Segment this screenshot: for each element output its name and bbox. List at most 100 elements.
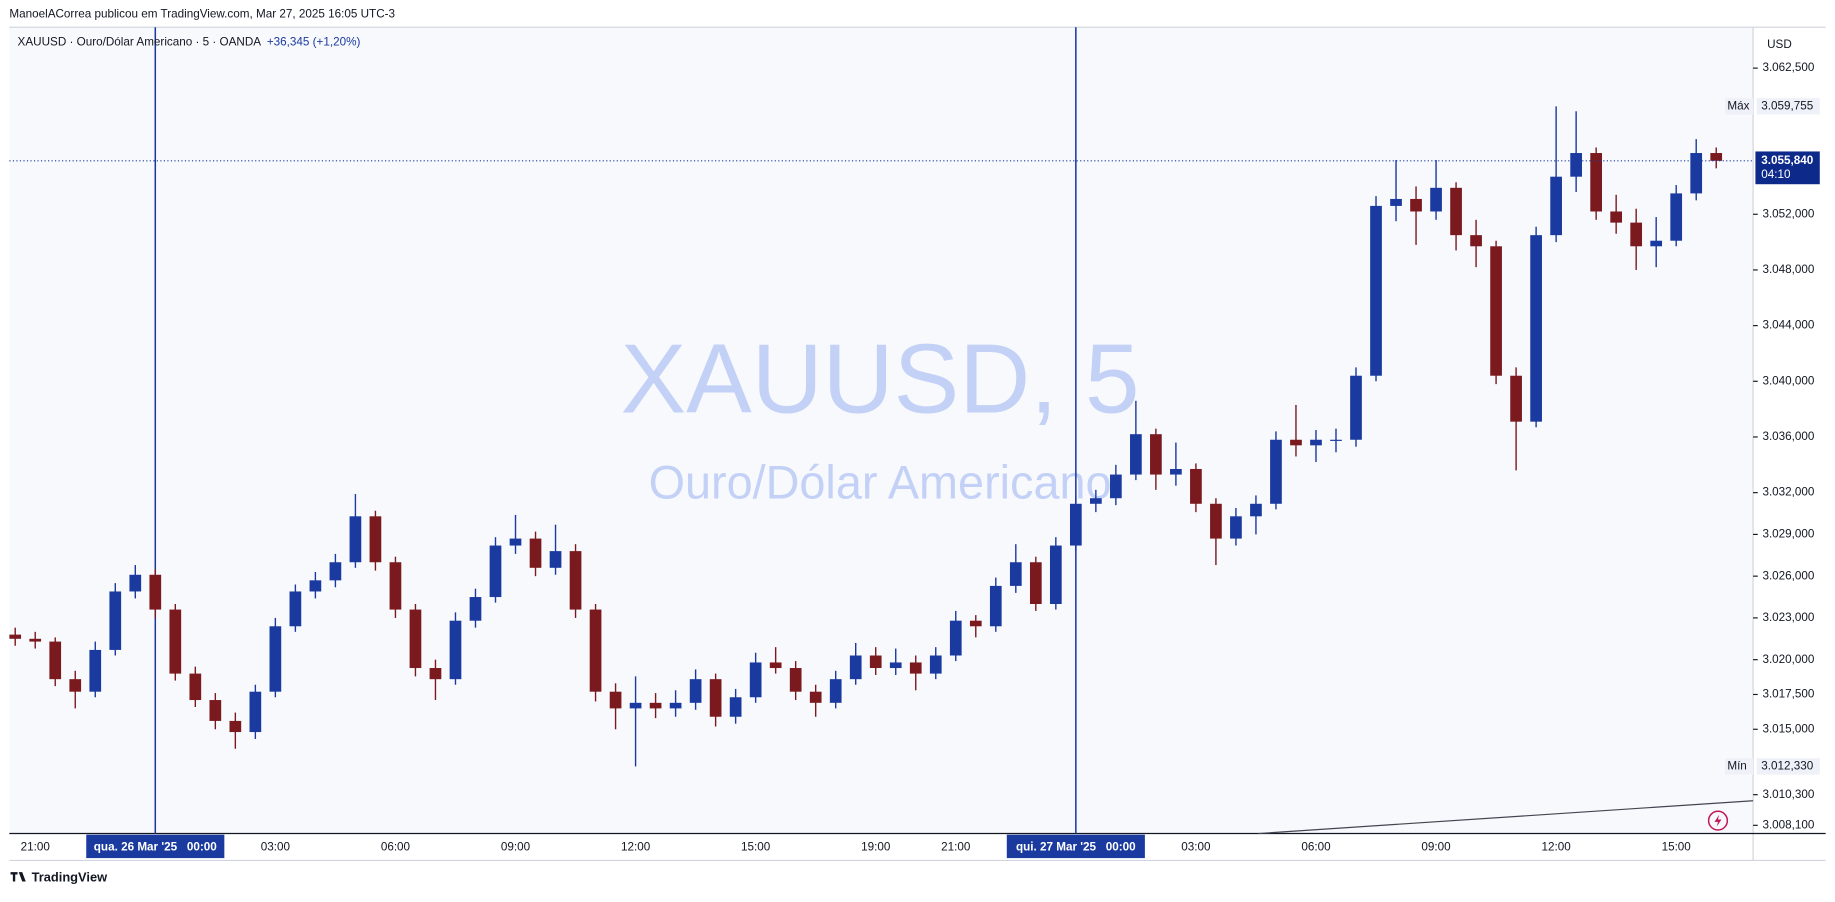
candle-body (929, 655, 942, 674)
candle-body (1650, 240, 1663, 247)
candle-body (689, 679, 702, 703)
candle-body (909, 662, 922, 674)
date-label-box (86, 834, 225, 859)
last-price-label: 3.055,840 (1761, 154, 1813, 167)
x-tick-label: 12:00 (1541, 841, 1571, 854)
candle-body (1089, 498, 1102, 504)
alert-icon-bolt[interactable] (1714, 814, 1722, 827)
candle-body (1630, 222, 1643, 247)
x-tick-label: 15:00 (1662, 841, 1692, 854)
footer-brand: TradingView (32, 869, 109, 884)
candle-body (749, 662, 762, 698)
candle-body (129, 574, 142, 592)
alert-icon[interactable] (1707, 810, 1729, 831)
y-tick-label: 3.029,000 (1762, 527, 1814, 540)
candle-body (69, 679, 82, 692)
candle-body (1250, 503, 1262, 517)
candle-body (429, 668, 442, 680)
currency: USD (1767, 38, 1792, 51)
candle-body (1670, 193, 1683, 241)
candle-body (109, 591, 122, 650)
candle-body (209, 700, 222, 721)
candle-body (1510, 375, 1522, 422)
logo-mark (10, 872, 26, 882)
x-tick-label: 06:00 (1301, 841, 1331, 854)
candle-body (469, 597, 482, 621)
candle-body (829, 679, 842, 703)
candle-body (949, 620, 962, 656)
header: ManoelACorrea publicou em TradingView.co… (9, 7, 395, 20)
x-tick-label: 09:00 (1421, 841, 1451, 854)
x-tick-label: qui. 27 Mar '25 00:00 (1016, 841, 1136, 854)
min-price-box (1756, 758, 1820, 775)
candle-body (449, 620, 462, 680)
candle-body (549, 551, 562, 568)
y-tick-label: 3.026,000 (1762, 569, 1814, 582)
alert-icon-ring[interactable] (1707, 810, 1729, 831)
y-tick-label: 3.020,000 (1762, 653, 1814, 666)
candle-body (1370, 205, 1382, 376)
watermark-title: XAUUSD, 5 (621, 323, 1140, 433)
candle-body (1029, 562, 1042, 604)
candle-body (9, 634, 22, 639)
max-price-label: 3.059,755 (1761, 99, 1813, 112)
candle-body (769, 662, 782, 669)
watermark-subtitle: Ouro/Dólar Americano (649, 456, 1112, 508)
candle-body (1210, 503, 1222, 539)
x-tick-label: 21:00 (941, 841, 971, 854)
y-tick-label: 3.040,000 (1762, 374, 1814, 387)
candle-body (349, 516, 362, 563)
x-tick-label: 15:00 (741, 841, 771, 854)
candle-body (729, 697, 742, 717)
candle-body (149, 574, 162, 610)
plot-area (9, 27, 1754, 834)
logo: TradingView (10, 869, 109, 884)
x-tick-label: 19:00 (861, 841, 891, 854)
y-tick-label: 3.017,500 (1762, 688, 1814, 701)
candle-body (1350, 375, 1362, 440)
x-tick-label: 09:00 (501, 841, 531, 854)
candle-body (1530, 235, 1542, 422)
candle-body (1170, 468, 1182, 475)
candles (9, 27, 1723, 834)
candle-body (1130, 434, 1142, 475)
y-tick-label: 3.032,000 (1762, 486, 1814, 499)
candle-body (1690, 153, 1703, 194)
max-tag-box (1724, 98, 1754, 115)
candle-body (1410, 198, 1422, 212)
candle-body (1450, 187, 1462, 236)
candle-body (1290, 439, 1302, 446)
candle-body (529, 538, 542, 568)
candle-body (709, 679, 722, 717)
candle-body (509, 538, 522, 546)
candle-body (289, 591, 302, 627)
y-tick-label: 3.044,000 (1762, 319, 1814, 332)
candle-body (249, 691, 262, 733)
candle-body (329, 562, 342, 581)
candle-body (589, 609, 602, 692)
min-price-label: 3.012,330 (1761, 760, 1813, 773)
candle-body (1470, 235, 1482, 247)
candle-body (1230, 516, 1242, 539)
candle-body (269, 626, 282, 692)
candle-body (809, 691, 822, 703)
y-tick-label: 3.008,100 (1762, 818, 1814, 831)
candle-body (409, 609, 422, 669)
y-tick-label: 3.062,500 (1762, 61, 1814, 74)
candle-body (389, 562, 402, 610)
candle-body (989, 585, 1002, 627)
candle-body (609, 691, 622, 709)
candle-body (229, 720, 242, 733)
y-tick-label: 3.052,000 (1762, 207, 1814, 220)
candle-body (849, 655, 862, 680)
candle-body (669, 702, 682, 709)
candle-body (1009, 562, 1022, 586)
candle-body (309, 580, 322, 592)
candle-body (1590, 153, 1602, 212)
candle-body (189, 673, 202, 701)
x-tick-label: 03:00 (261, 841, 291, 854)
candle-body (29, 638, 42, 642)
candle-body (889, 662, 902, 669)
date-label-box (1006, 834, 1145, 859)
candle-body (1430, 187, 1442, 212)
